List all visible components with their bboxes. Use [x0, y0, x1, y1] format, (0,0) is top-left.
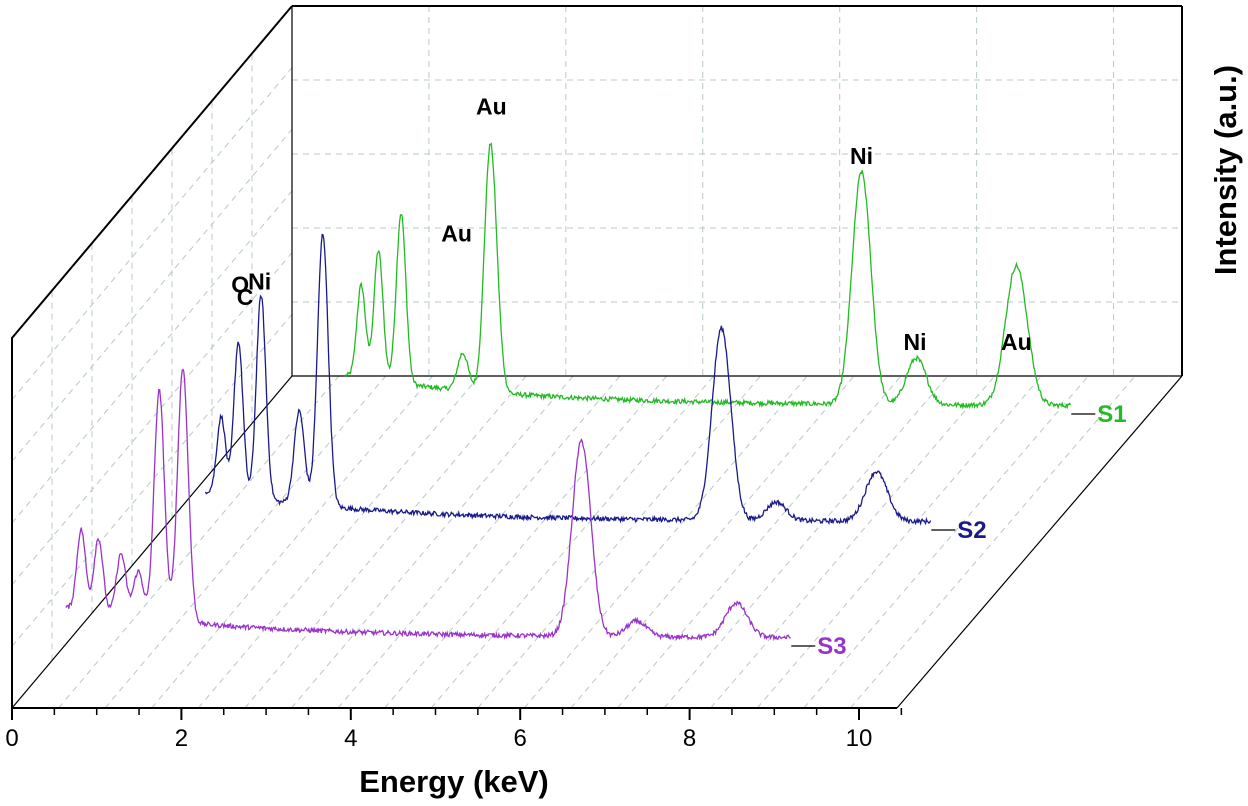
- grid-floor-diagonal: [337, 375, 621, 709]
- series-line-s3: [65, 368, 791, 642]
- x-tick-label: 6: [514, 725, 527, 752]
- series-layer: S1 S2 S3: [65, 142, 1127, 660]
- grid-floor-diagonal: [756, 375, 1042, 709]
- x-tick-label: 8: [683, 725, 696, 752]
- grid-wall-diagonal: [11, 190, 293, 524]
- y-axis-title: Intensity (a.u.): [1208, 65, 1243, 275]
- peak-label: O: [231, 271, 249, 297]
- x-tick-label: 10: [846, 725, 873, 752]
- x-tick-label: 2: [175, 725, 188, 752]
- x-axis-title: Energy (keV): [359, 764, 549, 799]
- grid-floor-diagonal: [477, 375, 761, 709]
- grid-floor-diagonal: [663, 375, 949, 709]
- peak-label: Au: [476, 93, 507, 119]
- grid-layer: [11, 6, 1182, 709]
- grid-floor-diagonal: [104, 375, 387, 709]
- grid-floor-diagonal: [291, 375, 574, 709]
- peak-label: Au: [441, 221, 472, 247]
- frame-left-edge: [11, 5, 293, 708]
- grid-floor-diagonal: [151, 375, 433, 709]
- series-line-s2: [204, 233, 932, 526]
- grid-floor-diagonal: [523, 375, 808, 709]
- series-label-s2: S2: [957, 517, 986, 544]
- grid-floor-diagonal: [570, 375, 855, 709]
- grid-floor-diagonal: [617, 375, 902, 709]
- grid-floor-diagonal: [803, 375, 1089, 709]
- peak-label: Ni: [903, 329, 926, 355]
- peak-label: C: [237, 284, 254, 310]
- grid-floor-diagonal: [197, 375, 480, 709]
- peak-label: Au: [1001, 329, 1032, 355]
- grid-wall-diagonal: [11, 314, 293, 647]
- grid-floor-diagonal: [850, 375, 1136, 709]
- axis-layer: 0 2 4 6 8 10: [5, 708, 903, 752]
- x-tick-label: 0: [5, 725, 18, 752]
- series-label-s3: S3: [817, 633, 846, 660]
- frame-layer: [11, 5, 1183, 709]
- grid-floor-diagonal: [710, 375, 996, 709]
- grid-floor-diagonal: [384, 375, 668, 709]
- grid-floor-diagonal: [244, 375, 527, 709]
- frame-floor-right: [896, 375, 1183, 709]
- x-tick-label: 4: [344, 725, 357, 752]
- grid-floor-diagonal: [430, 375, 714, 709]
- peak-label: Ni: [850, 143, 873, 169]
- grid-wall-diagonal: [11, 67, 293, 400]
- series-label-s1: S1: [1097, 401, 1126, 428]
- peak-label: Ni: [248, 268, 271, 294]
- series-line-s1: [344, 142, 1072, 410]
